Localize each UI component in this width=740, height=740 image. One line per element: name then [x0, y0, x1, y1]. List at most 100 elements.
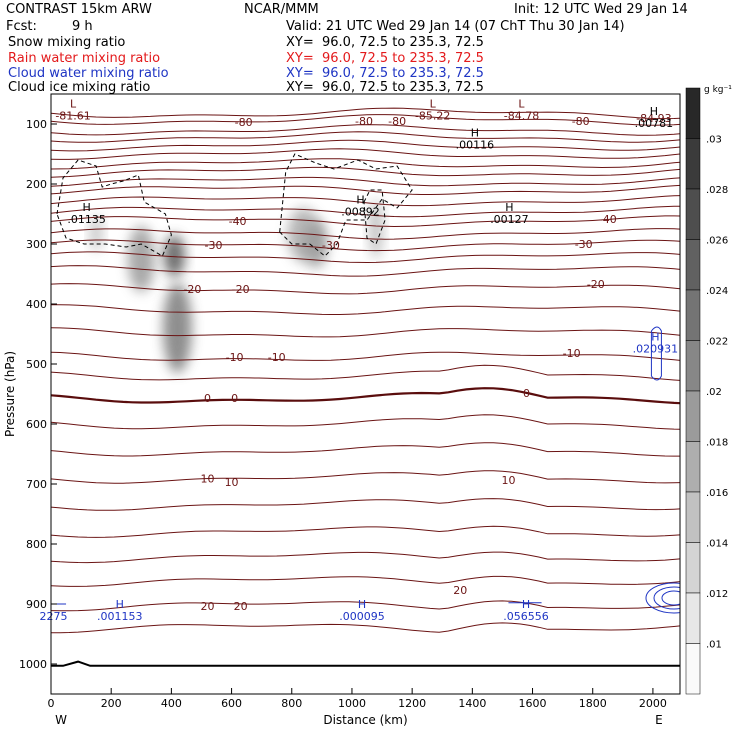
- y-axis-label: Pressure (hPa): [3, 351, 17, 437]
- snow-shading-blob-5: [369, 199, 383, 259]
- init-time: Init: 12 UTC Wed 29 Jan 14: [514, 2, 688, 17]
- field-name-snow: Snow mixing ratio: [8, 35, 126, 50]
- freezing-level-contour: [51, 387, 680, 405]
- x-tick-label-2: 400: [161, 697, 182, 710]
- extremum-value-9: .020931: [633, 342, 679, 355]
- extremum-value-2: -84.78: [504, 110, 539, 123]
- temperature-contour-7: [51, 166, 680, 178]
- temperature-contour-26: [51, 498, 680, 511]
- extrema-labels: L-81.61L-85.22L-84.78 -84.93H.00781H.0011…: [39, 98, 678, 623]
- y-tick-label-9: 1000: [19, 658, 47, 671]
- temperature-contour-17: [51, 283, 680, 295]
- colorbar-band-3: [685, 239, 701, 291]
- contour-label-12: -10: [226, 351, 244, 364]
- colorbar-units: g kg⁻¹: [704, 85, 732, 95]
- colorbar-band-11: [685, 643, 701, 695]
- colorbar-band-6: [685, 390, 701, 442]
- temperature-contour-8: [51, 176, 680, 187]
- cloud-water-contour-east-1: [653, 586, 680, 610]
- colorbar-band-0: [685, 87, 701, 139]
- y-tick-label-8: 900: [26, 598, 47, 611]
- y-tick-label-5: 600: [26, 418, 47, 431]
- y-tick-label-2: 300: [26, 238, 47, 251]
- contour-label-6: -30: [205, 239, 223, 252]
- x-tick-label-7: 1400: [458, 697, 486, 710]
- contour-label-0: -80: [235, 116, 253, 129]
- plot-frame: [50, 93, 681, 695]
- temperature-contour-6: [51, 158, 680, 170]
- x-tick-label-8: 1600: [519, 697, 547, 710]
- east-endpoint-label: E: [655, 713, 663, 727]
- colorbar-tick-label-3: .024: [706, 286, 728, 297]
- temperature-contour-23: [51, 414, 680, 430]
- colorbar: .03 .028 .026 .024 .022 .02 .018 .016 .014 .012 .0…: [685, 85, 732, 695]
- colorbar-band-1: [685, 138, 701, 190]
- forecast-hour: 9 h: [72, 19, 93, 34]
- y-tick-label-7: 800: [26, 538, 47, 551]
- contour-label-13: -10: [268, 351, 286, 364]
- extremum-kind-0: L: [70, 98, 77, 111]
- extremum-kind-12: H: [358, 598, 366, 611]
- temperature-contour-9: [51, 184, 680, 195]
- colorbar-tick-label-4: .022: [706, 337, 728, 348]
- temperature-contour-16: [51, 265, 680, 277]
- colorbar-band-2: [685, 188, 701, 240]
- contour-label-10: -20: [232, 283, 250, 296]
- forecast-label: Fcst:: [6, 19, 37, 34]
- extremum-value-1: -85.22: [415, 110, 450, 123]
- field-xy-snow: XY= 96.0, 72.5 to 235.3, 72.5: [286, 35, 484, 50]
- snow-shading-blob-0: [127, 226, 155, 292]
- temperature-contour-15: [51, 251, 680, 264]
- contour-label-14: -10: [563, 347, 581, 360]
- cloud-water-contour-east-0: [645, 582, 680, 614]
- extremum-kind-7: H: [82, 201, 90, 214]
- extremum-value-12: .000095: [339, 610, 385, 623]
- temperature-contour-2: [51, 124, 680, 136]
- extremum-kind-8: H: [505, 201, 513, 214]
- temperature-contour-4: [51, 139, 680, 152]
- contour-label-23: 20: [453, 584, 467, 597]
- contour-label-4: -40: [229, 215, 247, 228]
- snow-shading-blob-6: [90, 215, 103, 252]
- extremum-kind-2: L: [518, 98, 525, 111]
- extremum-value-0: -81.61: [55, 110, 90, 123]
- x-tick-label-3: 600: [221, 697, 242, 710]
- contour-label-22: 20: [234, 600, 248, 613]
- temperature-contour-20: [51, 351, 680, 361]
- colorbar-band-4: [685, 289, 701, 341]
- cloud-ice-outline-2: [363, 189, 386, 245]
- temperature-contour-29: [51, 575, 680, 587]
- y-tick-label-4: 500: [26, 358, 47, 371]
- field-xy-cloud-ice: XY= 96.0, 72.5 to 235.3, 72.5: [286, 80, 484, 95]
- y-tick-label-6: 700: [26, 478, 47, 491]
- field-name-cloud-water: Cloud water mixing ratio: [8, 66, 169, 81]
- extremum-value-11: .001153: [97, 610, 143, 623]
- extremum-value-4: .00781: [635, 117, 674, 130]
- colorbar-band-5: [685, 340, 701, 392]
- extremum-value-3: -84.93: [636, 112, 671, 125]
- snow-shading-blob-2: [163, 235, 185, 277]
- extremum-kind-11: H: [116, 598, 124, 611]
- snow-shading-blob-1: [163, 283, 192, 373]
- axes: 0 200 400 600 800 1000 1200 1400 1600 1800 2000100…: [3, 118, 667, 727]
- temperature-contour-21: [51, 364, 680, 381]
- west-endpoint-label: W: [55, 713, 67, 727]
- temperature-contour-3: [51, 131, 680, 143]
- temperature-contour-10: [51, 195, 680, 207]
- temperature-contour-14: [51, 239, 680, 252]
- contour-label-7: -30: [322, 239, 340, 252]
- extremum-value-7: .01135: [67, 213, 106, 226]
- field-name-cloud-ice: Cloud ice mixing ratio: [8, 80, 151, 95]
- temperature-contour-24: [51, 442, 680, 457]
- field-name-rain: Rain water mixing ratio: [8, 51, 161, 66]
- colorbar-band-9: [685, 542, 701, 594]
- agency-label: NCAR/MMM: [244, 2, 319, 17]
- contour-label-17: 0: [523, 387, 530, 400]
- contour-label-16: 0: [231, 392, 238, 405]
- extremum-kind-13: H: [522, 598, 530, 611]
- temperature-contour-27: [51, 525, 680, 538]
- temperature-contour-0: [51, 107, 680, 120]
- colorbar-band-7: [685, 441, 701, 493]
- y-tick-label-0: 100: [26, 118, 47, 131]
